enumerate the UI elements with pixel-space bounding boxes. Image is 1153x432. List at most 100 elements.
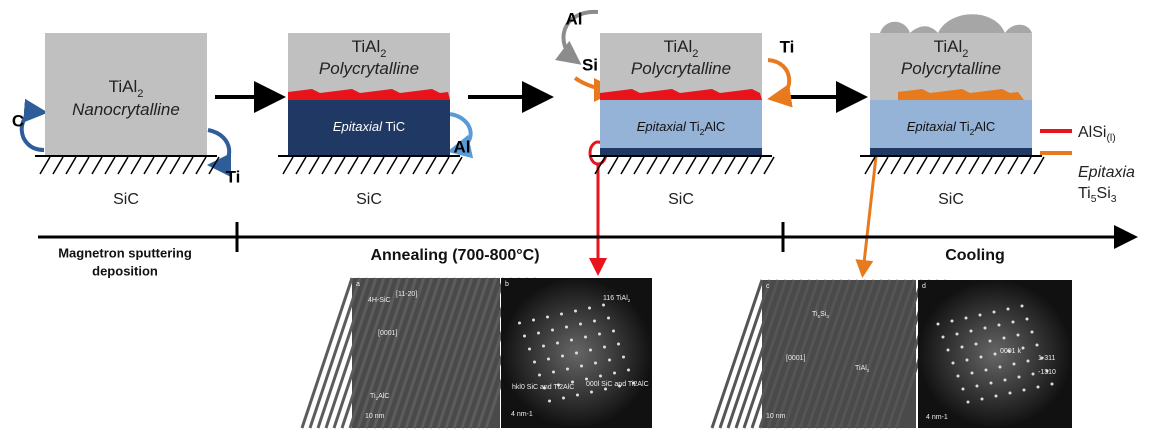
diffraction-spot	[985, 369, 988, 372]
stage-label: Magnetron sputtering	[58, 245, 192, 260]
hatch	[92, 157, 102, 174]
diffraction-spot	[538, 374, 541, 377]
diffraction-spot	[975, 343, 978, 346]
hatch	[969, 157, 979, 174]
diffraction-spot	[956, 333, 959, 336]
diffraction-spot	[1021, 305, 1024, 308]
diffraction-spot	[593, 320, 596, 323]
diffraction-spot	[598, 333, 601, 336]
diffraction-spot	[570, 339, 573, 342]
micrograph-label: 4 nm-1	[511, 411, 533, 418]
diffraction-spot	[1009, 392, 1012, 395]
legend-label: Epitaxia	[1078, 164, 1135, 181]
hatch	[699, 157, 709, 174]
stage-label: Cooling	[945, 247, 1005, 264]
hatch	[374, 157, 384, 174]
diffraction-spot	[965, 317, 968, 320]
hatch	[673, 157, 683, 174]
hatch	[283, 157, 293, 174]
hatch	[891, 157, 901, 174]
text-part: Ti	[1078, 185, 1091, 202]
text-part: 2	[962, 48, 968, 60]
diffraction-spot	[1004, 379, 1007, 382]
diffraction-spot	[1023, 389, 1026, 392]
text-part: AlC	[378, 393, 389, 400]
text-part: TiAl	[664, 37, 693, 56]
micrograph-label: [0001]	[378, 330, 398, 337]
diffraction-spot	[584, 336, 587, 339]
diffraction-spot	[990, 382, 993, 385]
text-part: Epitaxial	[907, 119, 957, 134]
diffraction-spot	[556, 342, 559, 345]
hatch	[712, 157, 722, 174]
text-part: TiAl	[855, 365, 867, 372]
hatch	[621, 157, 631, 174]
diffraction-spot	[1051, 383, 1054, 386]
diffraction-spot	[980, 356, 983, 359]
micrograph-label: Ti2AlC	[370, 393, 389, 401]
diffraction-spot	[552, 371, 555, 374]
diffraction-spot	[1013, 363, 1016, 366]
micrograph-label: -1310	[1038, 369, 1056, 376]
diffraction-spot	[1027, 360, 1030, 363]
text-part: Polycrytalline	[319, 59, 419, 78]
diffraction-spot	[542, 345, 545, 348]
diffraction-spot	[627, 369, 630, 372]
diffraction-spot	[602, 304, 605, 307]
micrograph-label: a	[356, 281, 360, 288]
ti5si3-layer	[898, 89, 1024, 100]
diffraction-spot	[590, 391, 593, 394]
stage-label: deposition	[92, 263, 158, 278]
text-part: Polycrytalline	[901, 59, 1001, 78]
hatch	[904, 157, 914, 174]
micrograph-label: [11-20]	[396, 291, 417, 298]
diffraction-spot	[574, 310, 577, 313]
diffraction-spot	[993, 311, 996, 314]
hatch	[634, 157, 644, 174]
diffraction-spot	[999, 366, 1002, 369]
diffraction-spot	[575, 352, 578, 355]
hatch	[738, 157, 748, 174]
hatch	[144, 157, 154, 174]
legend-label: Ti5Si3	[1078, 185, 1117, 205]
species-label: C	[12, 111, 24, 130]
hatch	[764, 157, 774, 174]
micrograph-label: 116 TiAl2	[603, 295, 631, 303]
diffraction-spot	[622, 356, 625, 359]
diffraction-spot	[561, 355, 564, 358]
text-part: Epitaxial	[333, 119, 383, 134]
text-part: 2	[692, 48, 698, 60]
species-label: Ti	[226, 167, 241, 186]
layer-subtitle: Nanocrytalline	[72, 100, 180, 119]
diffraction-spot	[967, 401, 970, 404]
diffraction-spot	[1037, 386, 1040, 389]
hatch	[917, 157, 927, 174]
text-part: TiAl	[109, 77, 138, 96]
diffraction-spot	[566, 368, 569, 371]
hatch	[686, 157, 696, 174]
diffraction-spot	[951, 320, 954, 323]
surface-bumps	[880, 14, 1032, 33]
diffraction-spot	[546, 316, 549, 319]
species-label: Ti	[780, 37, 795, 56]
text-part: TiC	[382, 119, 405, 134]
species-label: Al	[566, 9, 583, 28]
diffraction-spot	[608, 359, 611, 362]
diffraction-spot	[547, 358, 550, 361]
diffraction-spot	[961, 346, 964, 349]
diffraction-spot	[617, 343, 620, 346]
diffraction-spot	[562, 397, 565, 400]
diffraction-spot	[1012, 321, 1015, 324]
hatch	[452, 157, 462, 174]
hatch	[1021, 157, 1031, 174]
hatch	[943, 157, 953, 174]
text-part: 2	[380, 48, 386, 60]
diffraction-spot	[523, 335, 526, 338]
hatch	[296, 157, 306, 174]
hatch	[105, 157, 115, 174]
hatch	[930, 157, 940, 174]
substrate-label: SiC	[356, 191, 382, 208]
text-part: 116 TiAl	[603, 295, 628, 302]
substrate-label: SiC	[668, 191, 694, 208]
hatch	[751, 157, 761, 174]
